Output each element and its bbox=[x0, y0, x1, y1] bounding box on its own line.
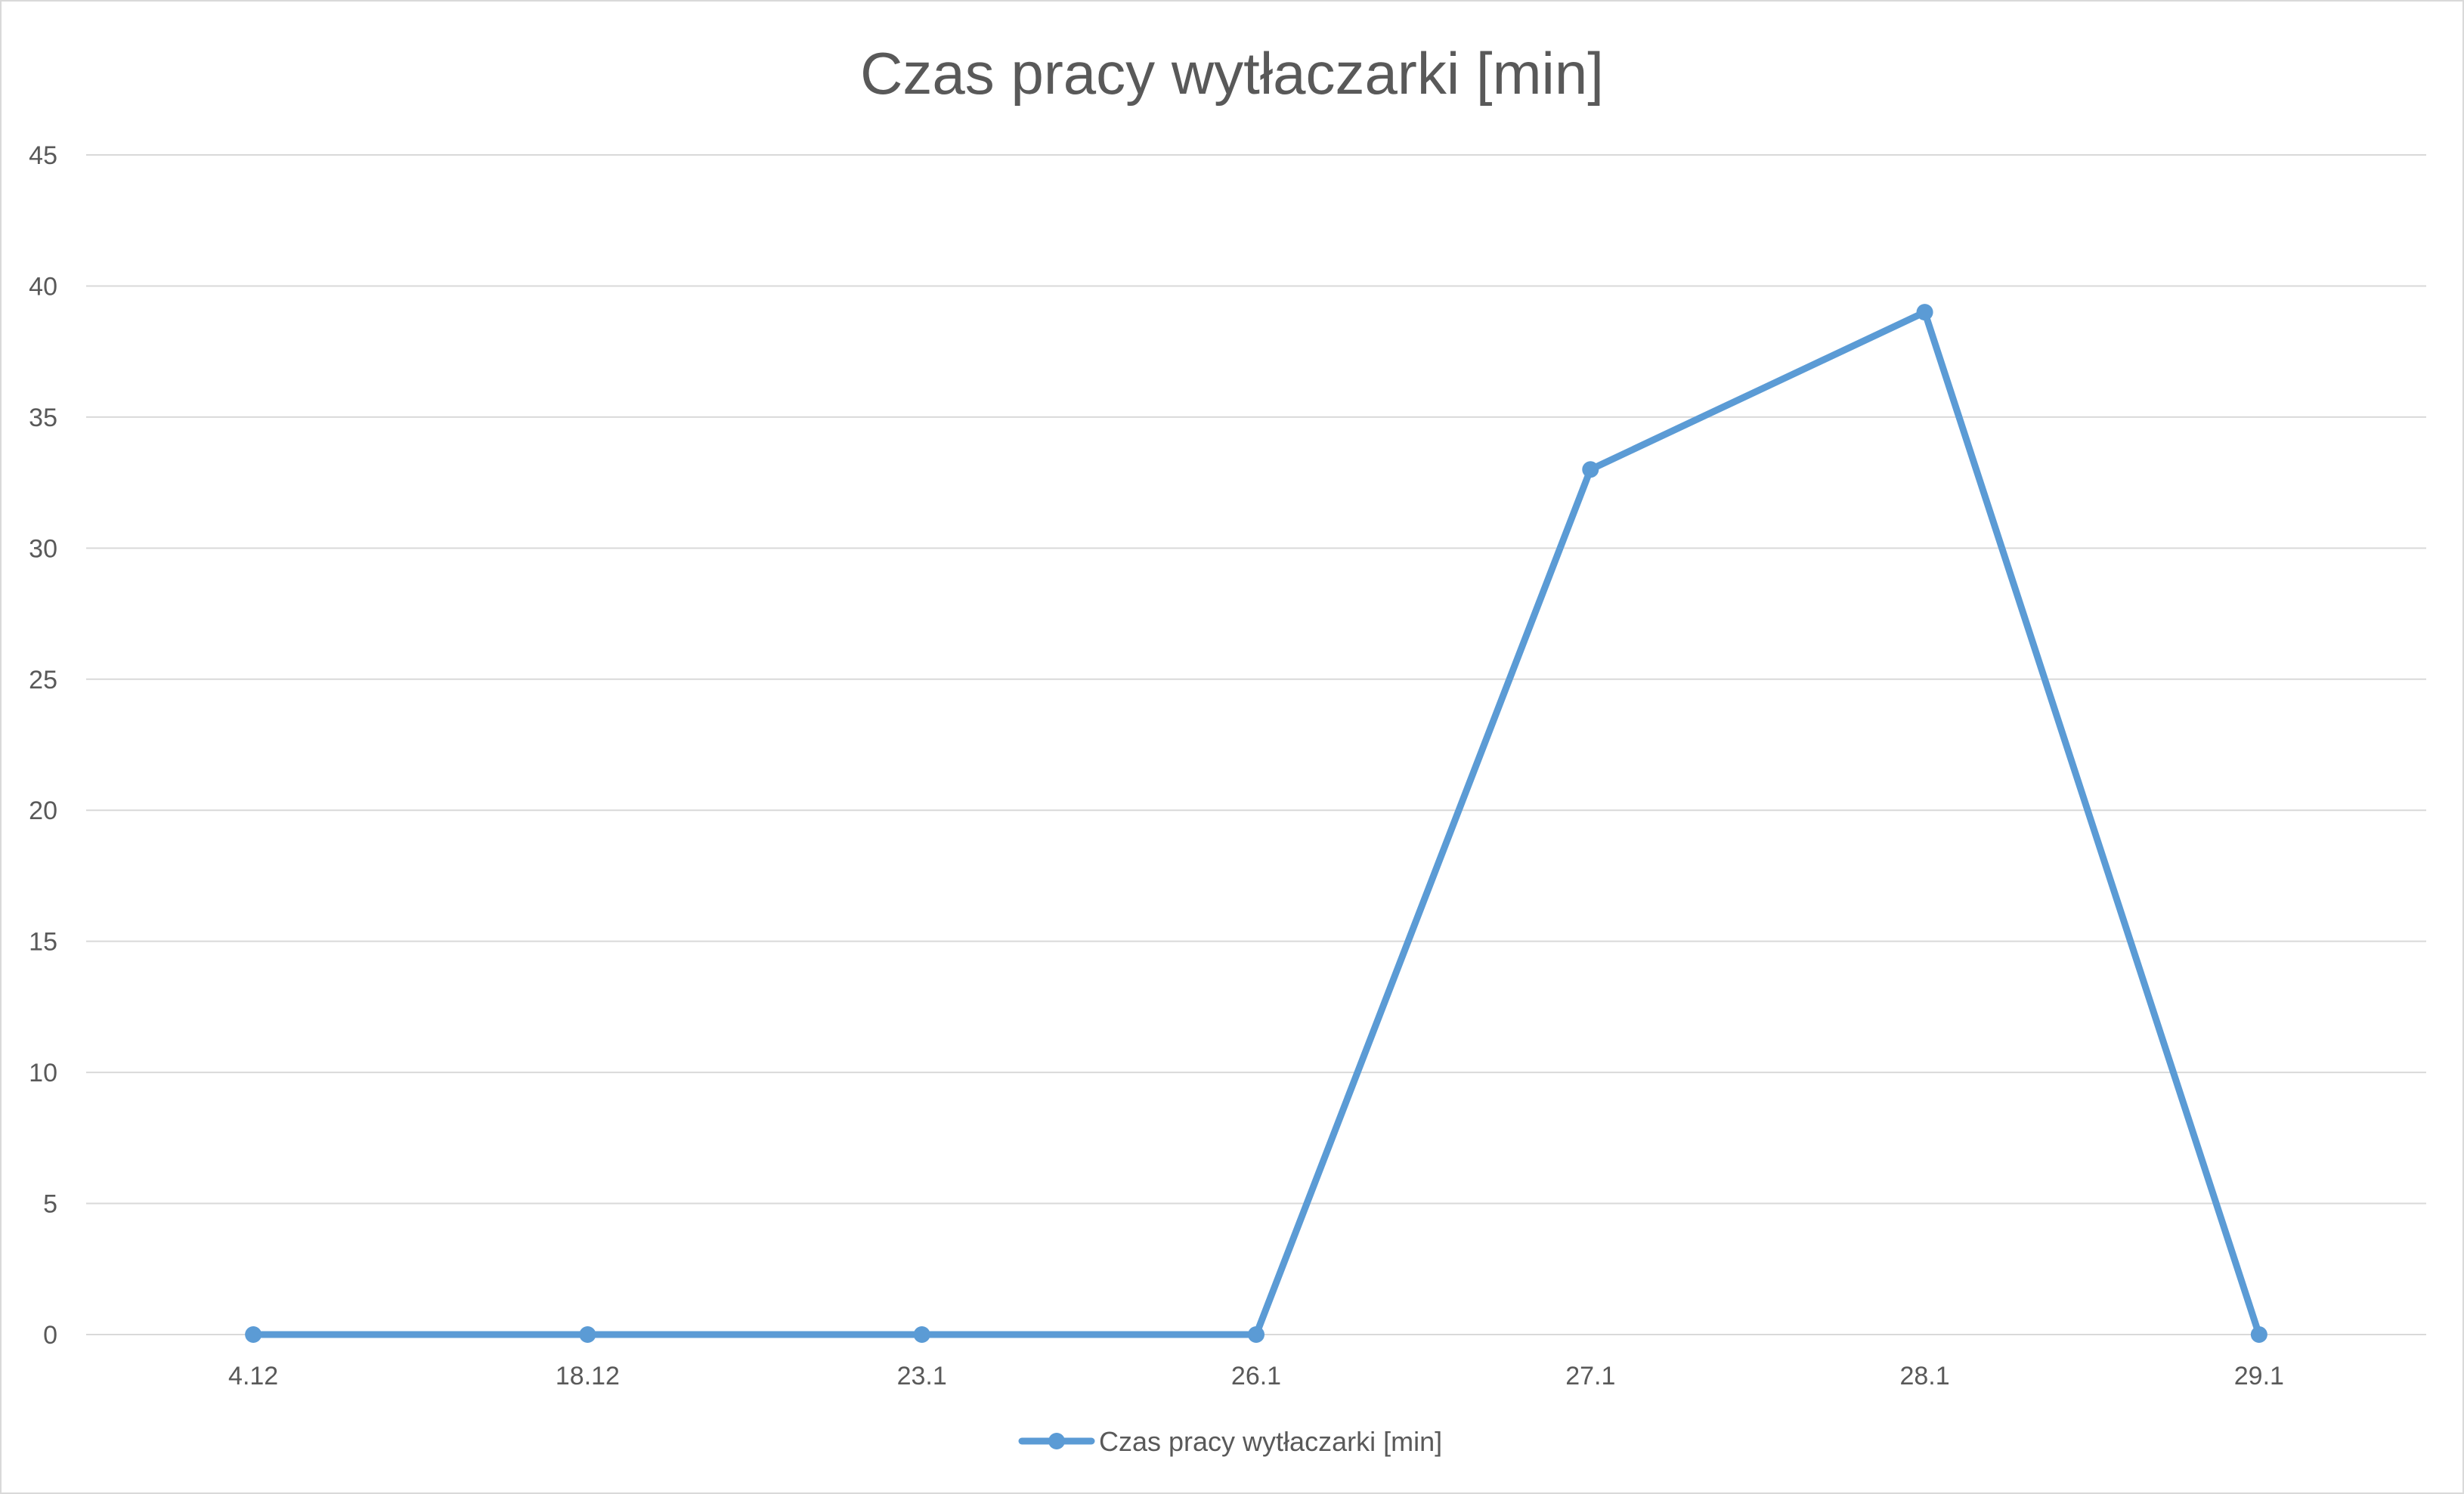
y-tick-label: 45 bbox=[29, 141, 57, 170]
x-tick-label: 4.12 bbox=[228, 1362, 278, 1390]
y-tick-label: 25 bbox=[29, 666, 57, 694]
y-tick-label: 20 bbox=[29, 796, 57, 825]
data-point[interactable] bbox=[1916, 304, 1933, 321]
series-line bbox=[249, 308, 2263, 1338]
data-point[interactable] bbox=[579, 1326, 596, 1343]
x-tick-label: 27.1 bbox=[1565, 1362, 1615, 1390]
x-tick-label: 28.1 bbox=[1899, 1362, 1949, 1390]
data-point[interactable] bbox=[1582, 461, 1599, 478]
y-tick-label: 15 bbox=[29, 928, 57, 957]
y-tick-label: 0 bbox=[43, 1321, 57, 1350]
y-tick-label: 40 bbox=[29, 272, 57, 301]
data-point[interactable] bbox=[245, 1326, 262, 1343]
x-tick-label: 29.1 bbox=[2234, 1362, 2284, 1390]
y-tick-label: 10 bbox=[29, 1059, 57, 1087]
legend[interactable]: Czas pracy wytłaczarki [min] bbox=[1018, 1426, 1442, 1457]
y-tick-label: 30 bbox=[29, 534, 57, 563]
gridlines bbox=[86, 154, 2426, 1335]
x-axis-tick-labels: 4.12 18.12 23.1 26.1 27.1 28.1 29.1 bbox=[228, 1362, 2284, 1390]
legend-point-marker bbox=[1048, 1433, 1065, 1449]
x-tick-label: 18.12 bbox=[556, 1362, 620, 1390]
series-layer bbox=[245, 304, 2267, 1343]
data-point[interactable] bbox=[1248, 1326, 1265, 1343]
y-tick-label: 35 bbox=[29, 404, 57, 432]
data-point[interactable] bbox=[2250, 1326, 2267, 1343]
y-axis-tick-labels: 0 5 10 15 20 25 30 35 40 45 bbox=[29, 141, 57, 1350]
y-tick-label: 5 bbox=[43, 1190, 57, 1219]
x-tick-label: 23.1 bbox=[897, 1362, 947, 1390]
legend-label: Czas pracy wytłaczarki [min] bbox=[1099, 1426, 1442, 1457]
data-point[interactable] bbox=[913, 1326, 930, 1343]
x-tick-label: 26.1 bbox=[1231, 1362, 1281, 1390]
chart-title: Czas pracy wytłaczarki [min] bbox=[860, 40, 1604, 107]
